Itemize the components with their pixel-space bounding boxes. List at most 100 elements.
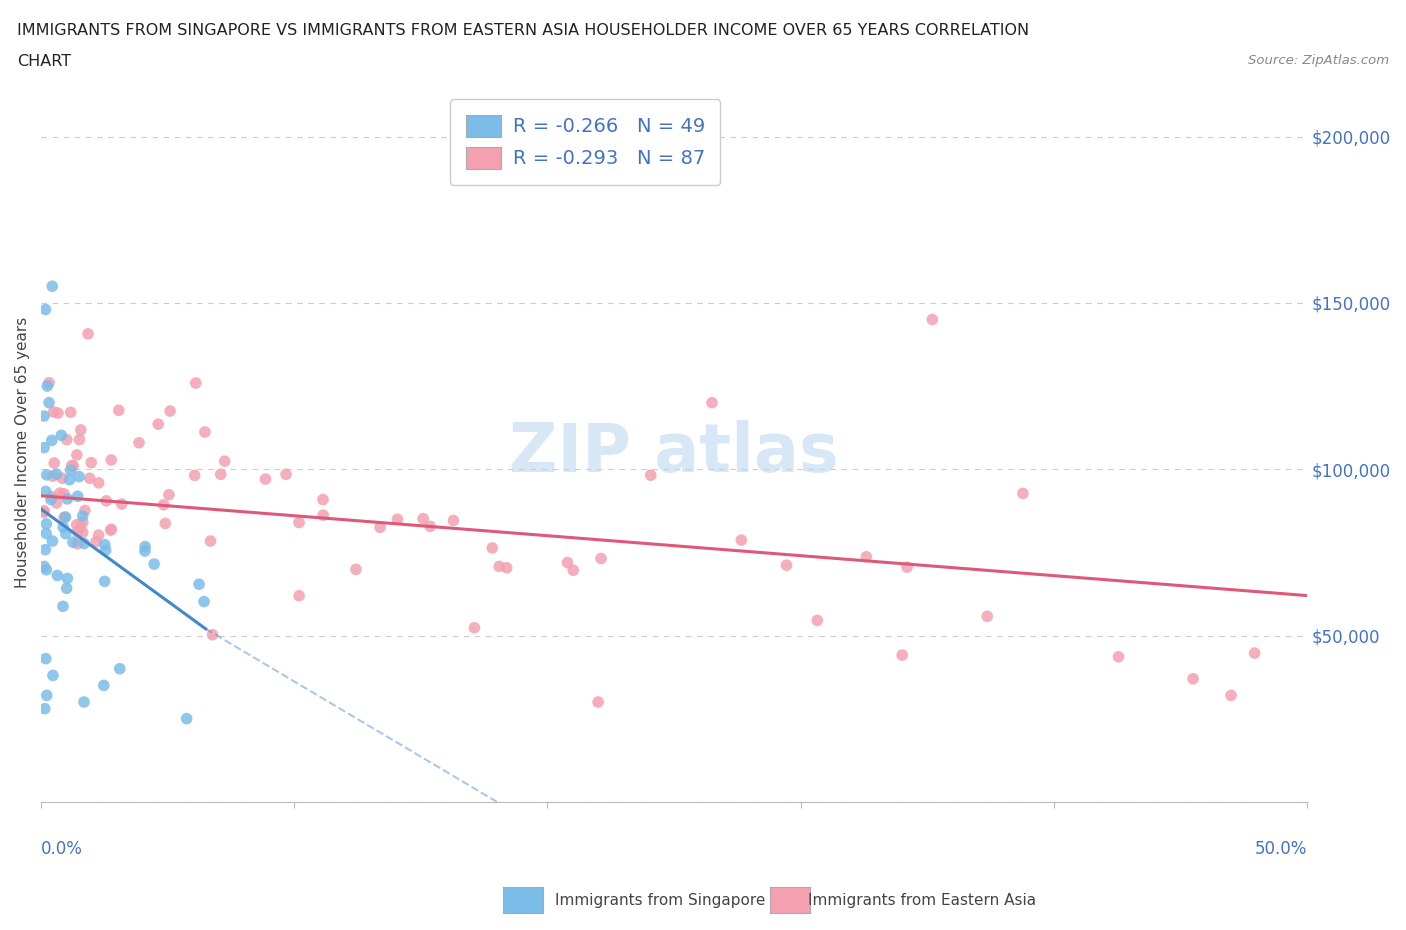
- Point: [463, 620, 485, 635]
- Point: [176, 711, 198, 726]
- Point: [209, 467, 232, 482]
- Point: [38, 395, 60, 410]
- Point: [73, 503, 96, 518]
- Point: [77, 326, 100, 341]
- Point: [67, 470, 90, 485]
- Point: [288, 589, 311, 604]
- Point: [412, 512, 434, 526]
- Point: [52, 599, 75, 614]
- Point: [188, 577, 211, 591]
- Point: [214, 454, 236, 469]
- Text: CHART: CHART: [17, 54, 70, 69]
- Legend: R = -0.266   N = 49, R = -0.293   N = 87: R = -0.266 N = 49, R = -0.293 N = 87: [450, 100, 720, 185]
- Point: [589, 551, 612, 566]
- Point: [312, 508, 335, 523]
- Point: [775, 558, 797, 573]
- Point: [45, 467, 67, 482]
- Point: [56, 491, 79, 506]
- Text: 0.0%: 0.0%: [41, 840, 83, 858]
- Point: [32, 408, 55, 423]
- Point: [34, 302, 56, 317]
- Point: [42, 469, 65, 484]
- Point: [41, 489, 63, 504]
- Point: [55, 510, 77, 525]
- Point: [51, 471, 73, 485]
- Point: [87, 527, 110, 542]
- Point: [183, 468, 205, 483]
- Point: [35, 526, 58, 541]
- Point: [1182, 671, 1205, 686]
- Point: [52, 520, 75, 535]
- Point: [128, 435, 150, 450]
- Point: [62, 535, 84, 550]
- Point: [39, 492, 62, 507]
- Point: [55, 526, 77, 541]
- Point: [35, 651, 58, 666]
- Point: [32, 503, 55, 518]
- Point: [557, 555, 579, 570]
- Point: [100, 523, 122, 538]
- Point: [855, 550, 877, 565]
- Point: [148, 417, 170, 432]
- Point: [72, 515, 94, 530]
- Point: [69, 520, 91, 535]
- Point: [806, 613, 828, 628]
- Point: [32, 505, 55, 520]
- Point: [41, 433, 63, 448]
- Point: [700, 395, 723, 410]
- Point: [73, 536, 96, 551]
- Point: [66, 525, 89, 539]
- Text: ZIP atlas: ZIP atlas: [509, 419, 839, 485]
- Point: [419, 519, 441, 534]
- Point: [32, 440, 55, 455]
- Point: [41, 279, 63, 294]
- Point: [441, 513, 464, 528]
- Point: [45, 496, 67, 511]
- Point: [96, 494, 118, 509]
- Point: [38, 376, 60, 391]
- Text: Immigrants from Eastern Asia: Immigrants from Eastern Asia: [808, 893, 1036, 908]
- Point: [134, 539, 156, 554]
- Point: [100, 453, 122, 468]
- Point: [84, 534, 107, 549]
- Point: [562, 563, 585, 578]
- Point: [34, 484, 56, 498]
- Point: [56, 571, 79, 586]
- Point: [921, 312, 943, 327]
- Point: [69, 432, 91, 447]
- Point: [51, 428, 73, 443]
- Point: [159, 404, 181, 418]
- Point: [201, 628, 224, 643]
- Point: [66, 447, 89, 462]
- Point: [66, 517, 89, 532]
- Point: [896, 560, 918, 575]
- Point: [59, 463, 82, 478]
- Point: [59, 405, 82, 419]
- Point: [56, 432, 79, 447]
- Point: [200, 534, 222, 549]
- Point: [66, 537, 89, 551]
- Point: [1243, 645, 1265, 660]
- Point: [80, 455, 103, 470]
- Point: [586, 695, 609, 710]
- Point: [1012, 486, 1035, 501]
- Point: [35, 468, 58, 483]
- Point: [87, 475, 110, 490]
- Point: [143, 557, 166, 572]
- Point: [79, 471, 101, 485]
- Point: [72, 525, 94, 540]
- Point: [94, 543, 117, 558]
- Point: [62, 458, 84, 473]
- Point: [46, 568, 69, 583]
- Point: [94, 538, 117, 552]
- Point: [42, 668, 65, 683]
- Point: [66, 489, 89, 504]
- Point: [387, 512, 409, 526]
- Point: [60, 458, 83, 473]
- Point: [72, 509, 94, 524]
- Point: [34, 701, 56, 716]
- Point: [111, 497, 134, 512]
- Point: [107, 403, 129, 418]
- Point: [46, 405, 69, 420]
- Point: [58, 472, 80, 487]
